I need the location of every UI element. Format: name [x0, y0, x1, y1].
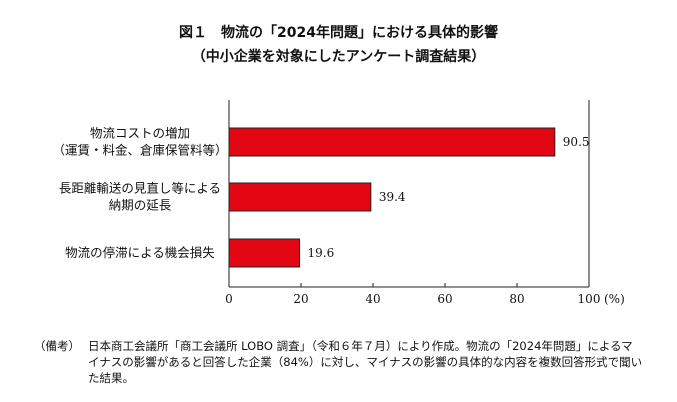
category-label: （運賃・料金、倉庫保管料等）: [52, 143, 227, 158]
x-axis-unit: (%): [604, 292, 625, 306]
x-tick-label: 60: [437, 292, 452, 306]
bar-chart: 0 20 40 60 80 100 (%) 90.5 物流コストの増加 （運賃・料金、倉庫保管料等…: [52, 100, 625, 306]
chart-subtitle: （中小企業を対象にしたアンケート調査結果）: [191, 49, 486, 65]
data-label: 39.4: [379, 190, 406, 204]
category-label: 物流コストの増加: [90, 126, 190, 141]
bar: [228, 182, 372, 212]
source-note: （備考） 日本商工会議所「商工会議所 LOBO 調査」（令和６年７月）により作成…: [34, 338, 644, 386]
x-tick-label: 20: [293, 292, 308, 306]
x-tick-label: 0: [225, 292, 233, 306]
data-label: 90.5: [563, 135, 590, 149]
note-text: 日本商工会議所「商工会議所 LOBO 調査」（令和６年７月）により作成。物流の「…: [88, 339, 643, 385]
note-label: （備考）: [34, 339, 80, 353]
x-tick-label: 40: [365, 292, 380, 306]
bar: [228, 127, 556, 157]
category-label: 長距離輸送の見直し等による: [59, 181, 221, 196]
category-label: 物流の停滞による機会損失: [65, 245, 215, 260]
category-label: 納期の延長: [109, 198, 172, 213]
data-label: 19.6: [308, 246, 335, 260]
bar: [228, 238, 301, 268]
x-tick-label: 100: [578, 292, 601, 306]
chart-title: 図１ 物流の「2024年問題」における具体的影響: [179, 25, 498, 41]
x-tick-label: 80: [509, 292, 524, 306]
